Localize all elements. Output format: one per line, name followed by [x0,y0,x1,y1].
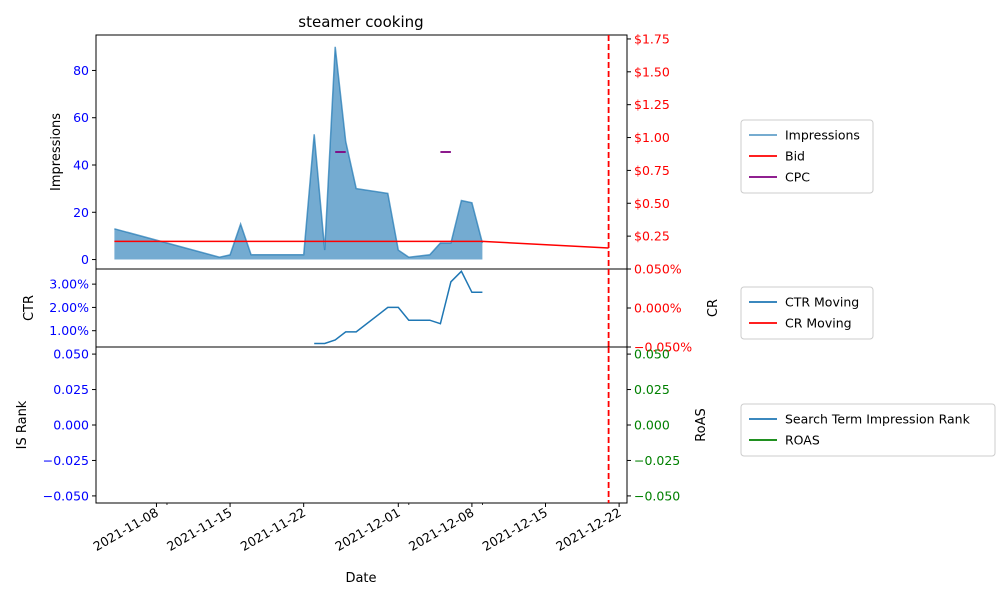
top-right-tick-label: $1.75 [634,31,670,46]
bid-line [114,240,609,249]
top-right-tick-label: $1.25 [634,97,670,112]
top-left-tick-label: 60 [73,110,89,125]
chart-title: steamer cooking [298,13,423,31]
middle-left-tick-label: 2.00% [49,300,89,315]
bottom-left-tick-label: 0.050 [53,347,89,362]
top-left-tick-label: 20 [73,205,89,220]
bottom-legend-label: ROAS [785,433,820,448]
bottom-left-tick-label: −0.025 [43,453,89,468]
top-legend-label: Bid [785,149,805,164]
top-left-tick-label: 40 [73,158,89,173]
bottom-left-tick-label: 0.025 [53,382,89,397]
x-axis-label: Date [345,571,376,586]
middle-right-tick-label: 0.000% [634,301,682,316]
middle-legend-label: CR Moving [785,316,852,331]
bottom-right-tick-label: −0.025 [634,453,680,468]
top-right-tick-label: $0.50 [634,196,670,211]
bottom-right-tick-label: 0.000 [634,418,670,433]
bottom-legend-box [740,403,996,457]
top-right-tick-label: $0.25 [634,229,670,244]
bottom-left-tick-label: 0.000 [53,418,89,433]
top-left-tick-label: 80 [73,63,89,78]
middle-right-tick-label: −0.050% [634,340,692,355]
is-rank-y-label: IS Rank [15,400,30,449]
bottom-right-tick-label: 0.025 [634,382,670,397]
ctr-moving-line [314,270,483,345]
top-legend-label: Impressions [785,128,860,143]
middle-right-tick-label: 0.050% [634,262,682,277]
impressions-y-label: Impressions [49,113,64,191]
middle-legend-label: CTR Moving [785,295,859,310]
bottom-right-tick-label: 0.050 [634,347,670,362]
cr-y-label: CR [706,299,721,317]
middle-left-tick-label: 3.00% [49,277,89,292]
top-right-tick-label: $0.75 [634,163,670,178]
top-legend-box [740,119,874,194]
top-legend-label: CPC [785,170,810,185]
top-right-tick-label: $1.50 [634,64,670,79]
roas-y-label: RoAS [694,408,709,442]
middle-legend-box [740,286,874,340]
impressions-line [114,46,484,258]
bottom-legend-label: Search Term Impression Rank [785,412,971,427]
ctr-y-label: CTR [22,295,37,321]
middle-left-tick-label: 1.00% [49,323,89,338]
bottom-left-tick-label: −0.050 [43,488,89,503]
bottom-right-tick-label: −0.050 [634,488,680,503]
top-right-tick-label: $1.00 [634,130,670,145]
top-left-tick-label: 0 [81,252,89,267]
